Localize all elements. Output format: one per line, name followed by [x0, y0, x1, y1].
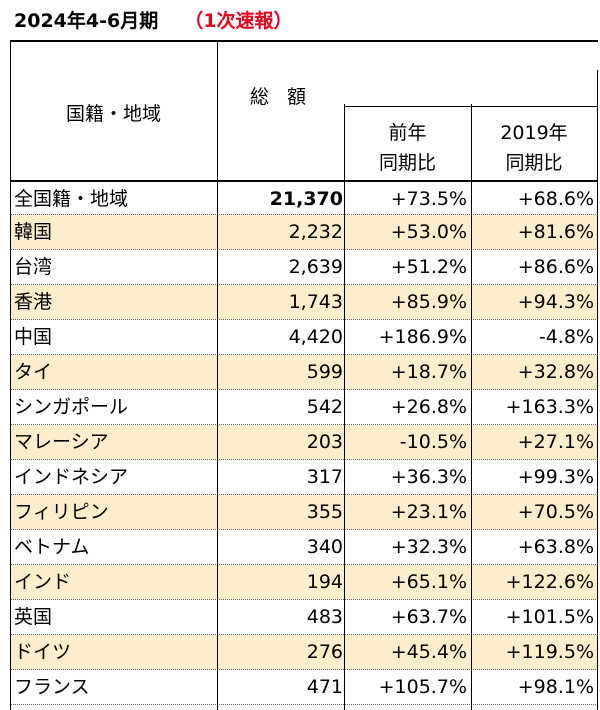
table-row: ドイツ 276 +45.4% +119.5% [10, 635, 598, 670]
row-name: フランス [14, 676, 90, 698]
row-yoy: +36.3% [390, 466, 467, 488]
row-vs2019: +70.5% [517, 501, 594, 523]
row-vs2019: +27.1% [517, 431, 594, 453]
table-row: インドネシア 317 +36.3% +99.3% [10, 460, 598, 495]
table-row: 台湾 2,639 +51.2% +86.6% [10, 250, 598, 285]
table-row: フィリピン 355 +23.1% +70.5% [10, 495, 598, 530]
row-total: 203 [306, 431, 343, 453]
row-yoy: +26.8% [390, 396, 467, 418]
title-main: 2024年4-6月期 [14, 10, 159, 32]
row-total: 21,370 [269, 188, 343, 210]
row-total: 1,743 [288, 291, 343, 313]
row-vs2019: +94.3% [517, 291, 594, 313]
row-yoy: +65.1% [390, 571, 467, 593]
row-yoy: -10.5% [399, 431, 467, 453]
row-vs2019: +63.8% [517, 536, 594, 558]
row-total: 599 [306, 361, 343, 383]
row-total: 471 [306, 676, 343, 698]
row-name: ドイツ [14, 641, 72, 663]
table-body: 全国籍・地域 21,370 +73.5% +68.6% 韓国 2,232 +53.0% +81… [10, 180, 598, 705]
header-vs2019-line1: 2019年 [500, 122, 568, 144]
row-total: 355 [306, 501, 343, 523]
row-name: 全国籍・地域 [14, 188, 129, 210]
row-total: 542 [306, 396, 343, 418]
table-row: ベトナム 340 +32.3% +63.8% [10, 530, 598, 565]
row-name: タイ [14, 361, 53, 383]
row-yoy: +23.1% [390, 501, 467, 523]
row-total: 340 [306, 536, 343, 558]
row-total: 2,639 [288, 256, 343, 278]
row-name: 香港 [14, 291, 53, 313]
row-yoy: +105.7% [378, 676, 467, 698]
header-vs2019: 2019年 同期比 [472, 118, 596, 182]
data-table: 国籍・地域 総 額 前年 同期比 2019年 同期比 全国籍・地域 21,370 +… [10, 40, 598, 710]
row-total: 2,232 [288, 221, 343, 243]
row-vs2019: -4.8% [538, 326, 594, 348]
divider-name-total [217, 40, 218, 710]
border-left [10, 40, 11, 710]
table-row: 中国 4,420 +186.9% -4.8% [10, 320, 598, 355]
header-vs2019-line2: 同期比 [505, 152, 563, 174]
row-vs2019: +32.8% [517, 361, 594, 383]
border-right [597, 70, 598, 710]
row-name: インドネシア [14, 466, 129, 488]
table-header: 国籍・地域 総 額 前年 同期比 2019年 同期比 [10, 40, 598, 182]
table-row: 韓国 2,232 +53.0% +81.6% [10, 215, 598, 250]
row-yoy: +63.7% [390, 606, 467, 628]
table-row: マレーシア 203 -10.5% +27.1% [10, 425, 598, 460]
row-vs2019: +101.5% [505, 606, 594, 628]
divider-total-yoy [344, 104, 345, 710]
row-yoy: +32.3% [390, 536, 467, 558]
table-row: 全国籍・地域 21,370 +73.5% +68.6% [10, 180, 598, 215]
table-row: フランス 471 +105.7% +98.1% [10, 670, 598, 705]
table-row: 英国 483 +63.7% +101.5% [10, 600, 598, 635]
header-nationality: 国籍・地域 [65, 102, 161, 125]
row-name: フィリピン [14, 501, 109, 523]
row-name: インド [14, 571, 72, 593]
row-total: 276 [306, 641, 343, 663]
row-yoy: +53.0% [390, 221, 467, 243]
row-total: 483 [306, 606, 343, 628]
header-yoy-line1: 前年 [388, 122, 427, 144]
row-yoy: +85.9% [390, 291, 467, 313]
header-total: 総 額 [250, 86, 313, 108]
row-total: 194 [306, 571, 343, 593]
row-name: 台湾 [14, 256, 53, 278]
row-vs2019: +119.5% [505, 641, 594, 663]
row-name: ベトナム [14, 536, 90, 558]
table-row: 香港 1,743 +85.9% +94.3% [10, 285, 598, 320]
row-name: シンガポール [14, 396, 129, 418]
table-row: インド 194 +65.1% +122.6% [10, 565, 598, 600]
header-yoy-line2: 同期比 [378, 152, 436, 174]
row-vs2019: +86.6% [517, 256, 594, 278]
header-yoy: 前年 同期比 [345, 118, 470, 182]
table-row: タイ 599 +18.7% +32.8% [10, 355, 598, 390]
row-yoy: +18.7% [390, 361, 467, 383]
row-total: 4,420 [288, 326, 343, 348]
row-name: 韓国 [14, 221, 53, 243]
row-vs2019: +98.1% [517, 676, 594, 698]
row-yoy: +186.9% [378, 326, 467, 348]
row-yoy: +51.2% [390, 256, 467, 278]
row-yoy: +45.4% [390, 641, 467, 663]
title-sub: （1次速報） [184, 10, 293, 32]
divider-yoy-vs2019 [471, 104, 472, 710]
row-total: 317 [306, 466, 343, 488]
row-vs2019: +68.6% [517, 188, 594, 210]
row-name: 英国 [14, 606, 53, 628]
row-vs2019: +99.3% [517, 466, 594, 488]
row-vs2019: +122.6% [505, 571, 594, 593]
row-vs2019: +163.3% [505, 396, 594, 418]
row-yoy: +73.5% [390, 188, 467, 210]
table-row: シンガポール 542 +26.8% +163.3% [10, 390, 598, 425]
row-name: マレーシア [14, 431, 109, 453]
row-name: 中国 [14, 326, 53, 348]
page-title: 2024年4-6月期 （1次速報） [14, 6, 292, 36]
row-vs2019: +81.6% [517, 221, 594, 243]
